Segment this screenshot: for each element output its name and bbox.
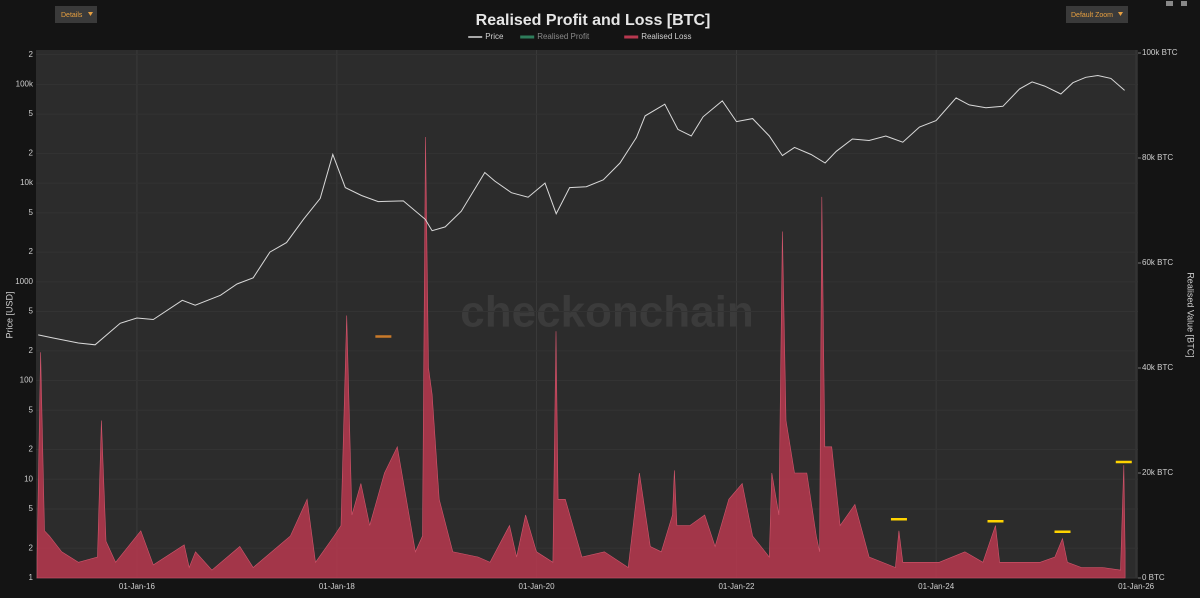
watermark: checkonchain [460, 288, 753, 337]
x-tick-label: 01-Jan-24 [918, 582, 955, 591]
legend-item: Realised Profit [520, 32, 590, 41]
y2-tick-label: 60k BTC [1142, 258, 1173, 267]
x-tick-label: 01-Jan-18 [319, 582, 356, 591]
y-tick-label: 10k [20, 178, 34, 187]
plot-area [36, 50, 1138, 578]
legend-item: Price [468, 32, 504, 41]
x-tick-label: 01-Jan-22 [718, 582, 755, 591]
y-tick-label: 5 [29, 208, 34, 217]
y-tick-label: 10 [24, 474, 33, 483]
y-tick-label: 2 [29, 247, 34, 256]
y-tick-label: 2 [29, 50, 34, 59]
y-tick-label: 5 [29, 504, 34, 513]
loss-area [36, 136, 1126, 579]
legend-label: Realised Profit [537, 32, 590, 41]
x-tick-label: 01-Jan-26 [1118, 582, 1155, 591]
y-tick-label: 1000 [15, 277, 33, 286]
y2-tick-label: 0 BTC [1142, 573, 1165, 582]
y-tick-label: 1 [29, 573, 34, 582]
y2-tick-label: 20k BTC [1142, 468, 1173, 477]
y-tick-label: 5 [29, 307, 34, 316]
y2-axis-title: Realised Value [BTC] [1186, 272, 1196, 357]
button-label: Details [61, 12, 83, 19]
y-tick-label: 5 [29, 109, 34, 118]
button-bg [55, 6, 97, 23]
price-line [38, 74, 1125, 346]
button-label: Default Zoom [1071, 12, 1113, 19]
y-tick-label: 2 [29, 346, 34, 355]
zoom-button[interactable]: Default Zoom [1066, 6, 1128, 23]
button-bg [1066, 6, 1128, 23]
y-tick-label: 2 [29, 149, 34, 158]
y-tick-label: 100k [16, 80, 34, 89]
y2-tick-label: 80k BTC [1142, 153, 1173, 162]
y-axis-title: Price [USD] [4, 291, 14, 338]
y-tick-label: 2 [29, 445, 34, 454]
legend-item: Realised Loss [624, 32, 691, 41]
x-tick-label: 01-Jan-20 [519, 582, 556, 591]
y2-tick-label: 40k BTC [1142, 363, 1173, 372]
y-tick-label: 2 [29, 543, 34, 552]
legend-label: Price [485, 32, 504, 41]
y-tick-label: 100 [20, 376, 34, 385]
logo-icon[interactable] [1181, 1, 1187, 6]
y-tick-label: 5 [29, 405, 34, 414]
y2-tick-label: 100k BTC [1142, 48, 1178, 57]
legend-label: Realised Loss [641, 32, 691, 41]
x-tick-label: 01-Jan-16 [119, 582, 156, 591]
dropdown-icon [1118, 12, 1123, 16]
dropdown-icon [88, 12, 93, 16]
camera-icon[interactable] [1166, 1, 1173, 6]
chart-title: Realised Profit and Loss [BTC] [476, 12, 711, 29]
details-button[interactable]: Details [55, 6, 97, 23]
